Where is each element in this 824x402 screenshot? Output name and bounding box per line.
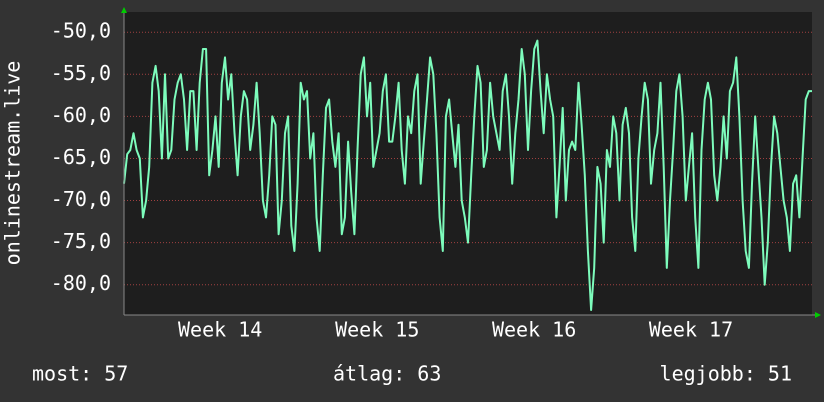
y-tick-label: -65,0	[51, 145, 111, 169]
y-tick-label: -80,0	[51, 271, 111, 295]
y-axis-label: onlinestream.live	[1, 61, 25, 266]
x-tick-label: Week 16	[492, 318, 576, 342]
y-arrow	[121, 7, 127, 13]
y-tick-label: -60,0	[51, 103, 111, 127]
plot	[123, 39, 812, 311]
y-tick-label: -75,0	[51, 229, 111, 253]
footer-average: átlag: 63	[333, 362, 441, 386]
x-arrow	[815, 312, 821, 318]
plot-area	[124, 12, 812, 315]
data-line	[123, 39, 812, 311]
x-tick-label: Week 15	[335, 318, 419, 342]
y-tick-label: -50,0	[51, 19, 111, 43]
footer-current: most: 57	[32, 362, 128, 386]
y-tick-label: -55,0	[51, 61, 111, 85]
y-tick-label: -70,0	[51, 187, 111, 211]
x-tick-label: Week 14	[178, 318, 262, 342]
x-tick-label: Week 17	[649, 318, 733, 342]
footer-best: legjobb: 51	[660, 362, 792, 386]
